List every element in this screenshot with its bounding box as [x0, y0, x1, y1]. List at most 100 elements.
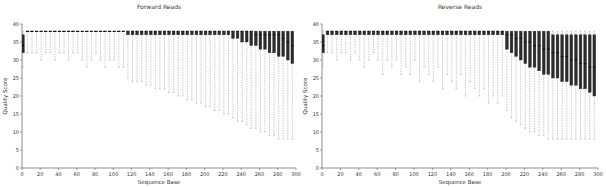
median	[423, 31, 426, 32]
whisker-cap-low	[575, 139, 577, 140]
whisker-low	[264, 49, 265, 132]
median	[268, 34, 271, 35]
x-tick	[450, 168, 451, 170]
y-tick-label: 15	[13, 111, 19, 117]
x-tick	[296, 168, 297, 170]
box	[236, 31, 239, 38]
whisker-low	[322, 53, 323, 67]
median	[363, 31, 366, 32]
whisker-low	[246, 42, 247, 125]
whisker-cap-low	[223, 114, 225, 115]
x-tick	[322, 168, 323, 170]
whisker-cap-low	[501, 96, 503, 97]
whisker-low	[292, 64, 293, 140]
whisker-low	[269, 53, 270, 136]
median	[524, 42, 527, 43]
x-tick	[168, 168, 169, 170]
y-tick	[20, 114, 22, 115]
whisker-cap-high	[45, 31, 47, 32]
whisker-cap-high	[122, 31, 124, 32]
whisker-cap-low	[86, 67, 88, 68]
whisker-cap-low	[141, 81, 143, 82]
whisker-cap-high	[557, 31, 559, 32]
median	[400, 31, 403, 32]
whisker-cap-high	[497, 31, 499, 32]
x-tick	[76, 168, 77, 170]
whisker-cap-low	[154, 88, 156, 89]
whisker-cap-low	[214, 110, 216, 111]
median	[386, 31, 389, 32]
whisker-cap-low	[278, 139, 280, 140]
box	[496, 31, 499, 35]
median	[26, 31, 29, 32]
whisker-cap-high	[246, 31, 248, 32]
x-tick-label: 140	[446, 171, 456, 177]
whisker-low	[502, 35, 503, 96]
median	[163, 31, 166, 32]
whisker-low	[114, 31, 115, 60]
whisker-low	[447, 35, 448, 75]
x-axis	[322, 168, 598, 169]
box	[127, 31, 130, 35]
whisker-high	[22, 31, 23, 35]
median	[533, 45, 536, 46]
y-tick	[20, 42, 22, 43]
box	[99, 31, 102, 33]
y-tick-label: 30	[13, 57, 19, 63]
whisker-cap-high	[428, 31, 430, 32]
box	[200, 31, 203, 35]
whisker-cap-low	[446, 74, 448, 75]
whisker-cap-high	[423, 31, 425, 32]
whisker-cap-high	[561, 31, 563, 32]
x-tick	[506, 168, 507, 170]
x-tick-label: 0	[20, 171, 23, 177]
box	[386, 31, 389, 35]
whisker-cap-high	[460, 31, 462, 32]
whisker-cap-high	[214, 31, 216, 32]
median	[72, 31, 75, 32]
box	[149, 31, 152, 35]
box	[268, 31, 271, 53]
x-tick	[395, 168, 396, 170]
whisker-cap-high	[40, 31, 42, 32]
whisker-low	[196, 35, 197, 103]
whisker-cap-high	[145, 31, 147, 32]
box	[538, 31, 541, 71]
whisker-low	[127, 35, 128, 78]
box	[273, 31, 276, 53]
x-tick-label: 100	[109, 171, 119, 177]
whisker-cap-low	[331, 52, 333, 53]
whisker-high	[580, 31, 581, 35]
whisker-cap-high	[237, 31, 239, 32]
whisker-cap-high	[419, 31, 421, 32]
median	[140, 31, 143, 32]
median	[418, 31, 421, 32]
median	[99, 31, 102, 32]
y-tick	[320, 150, 322, 151]
x-tick-label: 240	[538, 171, 548, 177]
whisker-low	[336, 35, 337, 60]
median	[213, 31, 216, 32]
x-tick	[598, 168, 599, 170]
box	[381, 31, 384, 35]
median	[191, 31, 194, 32]
whisker-low	[497, 35, 498, 103]
median	[49, 31, 52, 32]
whisker-cap-low	[237, 121, 239, 122]
title: Reverse Reads	[438, 3, 482, 10]
box	[63, 31, 66, 33]
whisker-cap-low	[561, 139, 563, 140]
whisker-low	[548, 74, 549, 139]
box	[455, 31, 458, 35]
whisker-high	[594, 31, 595, 35]
whisker-cap-high	[250, 31, 252, 32]
whisker-cap-low	[100, 60, 102, 61]
x-tick	[469, 168, 470, 170]
whisker-low	[159, 35, 160, 89]
marks	[22, 31, 294, 139]
box	[222, 31, 225, 35]
box	[95, 31, 98, 33]
whisker-cap-high	[446, 31, 448, 32]
whisker-cap-high	[228, 31, 230, 32]
box	[404, 31, 407, 35]
